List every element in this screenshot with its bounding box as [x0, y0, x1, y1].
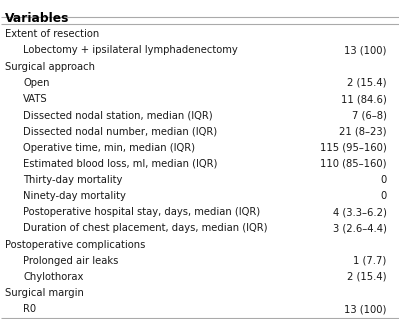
Text: R0: R0	[23, 304, 36, 314]
Text: Ninety-day mortality: Ninety-day mortality	[23, 191, 126, 201]
Text: Surgical approach: Surgical approach	[5, 62, 95, 72]
Text: Dissected nodal station, median (IQR): Dissected nodal station, median (IQR)	[23, 110, 213, 120]
Text: Prolonged air leaks: Prolonged air leaks	[23, 256, 119, 266]
Text: Surgical margin: Surgical margin	[5, 288, 84, 298]
Text: 11 (84.6): 11 (84.6)	[341, 94, 387, 104]
Text: 3 (2.6–4.4): 3 (2.6–4.4)	[333, 223, 387, 234]
Text: Extent of resection: Extent of resection	[5, 29, 100, 39]
Text: 0: 0	[380, 175, 387, 185]
Text: 0: 0	[380, 191, 387, 201]
Text: 1 (7.7): 1 (7.7)	[354, 256, 387, 266]
Text: 7 (6–8): 7 (6–8)	[352, 110, 387, 120]
Text: Chylothorax: Chylothorax	[23, 272, 84, 282]
Text: 21 (8–23): 21 (8–23)	[339, 126, 387, 136]
Text: Thirty-day mortality: Thirty-day mortality	[23, 175, 123, 185]
Text: Duration of chest placement, days, median (IQR): Duration of chest placement, days, media…	[23, 223, 268, 234]
Text: 2 (15.4): 2 (15.4)	[347, 78, 387, 88]
Text: Postoperative complications: Postoperative complications	[5, 240, 146, 250]
Text: 110 (85–160): 110 (85–160)	[320, 159, 387, 169]
Text: Variables: Variables	[5, 12, 70, 25]
Text: Dissected nodal number, median (IQR): Dissected nodal number, median (IQR)	[23, 126, 217, 136]
Text: 13 (100): 13 (100)	[344, 45, 387, 55]
Text: Estimated blood loss, ml, median (IQR): Estimated blood loss, ml, median (IQR)	[23, 159, 218, 169]
Text: 13 (100): 13 (100)	[344, 304, 387, 314]
Text: Lobectomy + ipsilateral lymphadenectomy: Lobectomy + ipsilateral lymphadenectomy	[23, 45, 238, 55]
Text: 2 (15.4): 2 (15.4)	[347, 272, 387, 282]
Text: 115 (95–160): 115 (95–160)	[320, 142, 387, 153]
Text: Postoperative hospital stay, days, median (IQR): Postoperative hospital stay, days, media…	[23, 207, 260, 217]
Text: Open: Open	[23, 78, 50, 88]
Text: VATS: VATS	[23, 94, 48, 104]
Text: 4 (3.3–6.2): 4 (3.3–6.2)	[333, 207, 387, 217]
Text: Operative time, min, median (IQR): Operative time, min, median (IQR)	[23, 142, 195, 153]
